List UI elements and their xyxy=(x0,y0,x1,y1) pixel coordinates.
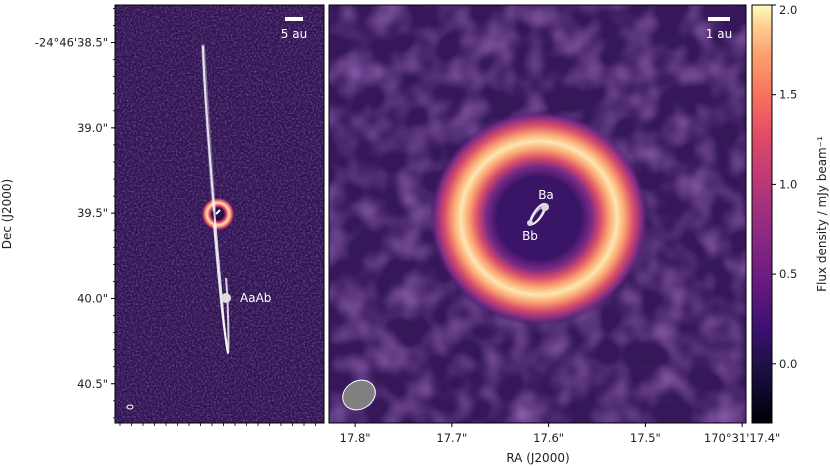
y-axis-label: Dec (J2000) xyxy=(0,179,14,249)
x-tick-label: 17.6" xyxy=(533,431,564,445)
inner-binary-mini xyxy=(215,209,221,215)
y-tick-label: -24°46'38.5" xyxy=(35,36,108,50)
left-beam xyxy=(126,404,134,410)
AaAb-marker xyxy=(221,293,231,303)
colorbar-tick-label: 0.5 xyxy=(779,267,797,281)
colorbar-tick-label: 0.0 xyxy=(779,357,797,371)
colorbar-label: Flux density / mJy beam⁻¹ xyxy=(815,136,829,292)
y-tick-label: 39.5" xyxy=(77,206,108,220)
right-panel-frame xyxy=(328,4,747,424)
left-panel xyxy=(115,5,324,423)
outer-orbit-lower xyxy=(213,224,229,354)
Bb-marker xyxy=(527,220,533,226)
colorbar xyxy=(751,4,773,424)
x-tick-label: 17.5" xyxy=(630,431,661,445)
left-panel-frame xyxy=(114,4,325,424)
right-panel xyxy=(329,5,746,423)
y-tick-label: 39.0" xyxy=(77,121,108,135)
Ba-marker xyxy=(541,203,549,211)
colorbar-tick-label: 2.0 xyxy=(779,3,797,17)
y-tick-label: 40.5" xyxy=(77,377,108,391)
colorbar-tick-label: 1.0 xyxy=(779,177,797,191)
x-tick-label: 17.7" xyxy=(436,431,467,445)
x-axis-label: RA (J2000) xyxy=(506,451,569,465)
left-scale-label: 5 au xyxy=(281,27,307,41)
left-scale-bar xyxy=(285,17,303,21)
AaAb-label: AaAb xyxy=(240,291,271,305)
right-scale-bar xyxy=(708,17,730,21)
ticks-layer: -24°46'38.5" 39.0" 39.5" 40.0" 40.5" 17.8" 17.… xyxy=(35,3,798,445)
Ba-label: Ba xyxy=(538,188,554,202)
x-tick-label: 170°31'17.4" xyxy=(704,431,780,445)
left-ring xyxy=(201,197,235,231)
colorbar-tick-label: 1.5 xyxy=(779,88,797,102)
y-tick-label: 40.0" xyxy=(77,291,108,305)
right-scale-label: 1 au xyxy=(706,27,732,41)
x-tick-label: 17.8" xyxy=(340,431,371,445)
Bb-label: Bb xyxy=(522,229,538,243)
right-beam xyxy=(342,379,376,411)
